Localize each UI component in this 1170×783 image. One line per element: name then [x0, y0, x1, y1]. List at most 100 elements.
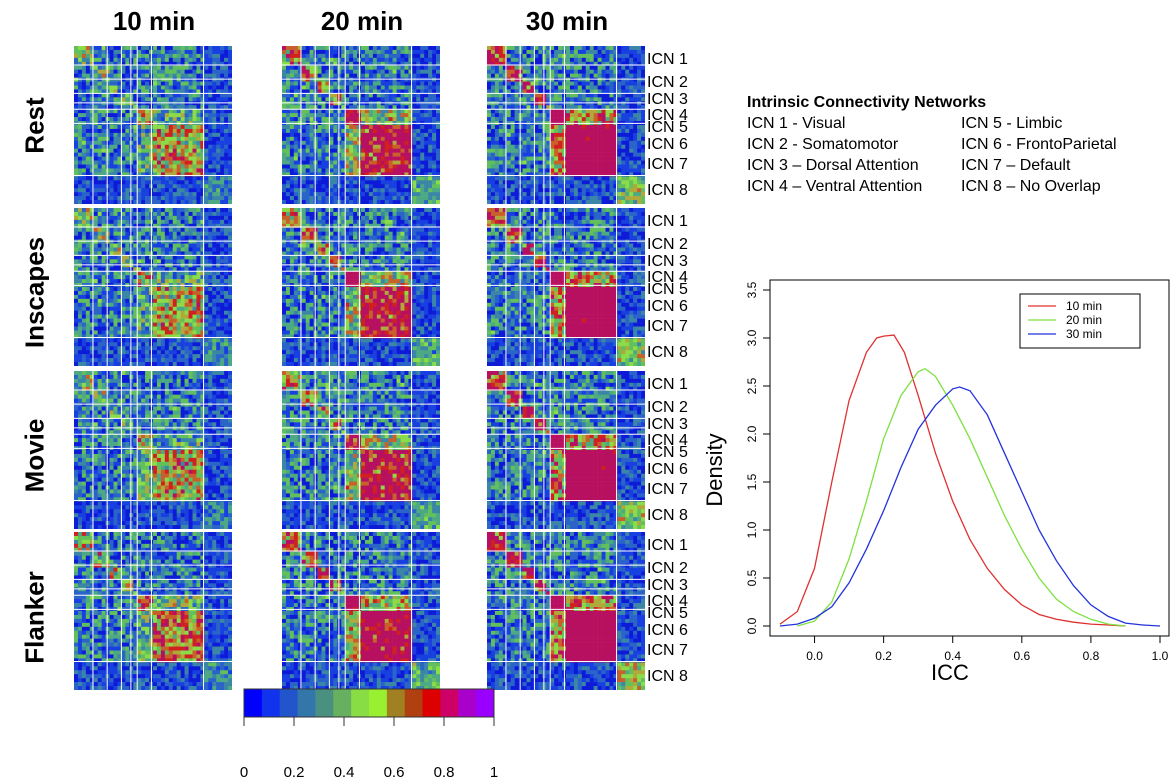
- connectivity-matrix: [74, 46, 232, 204]
- icn-label: ICN 8: [647, 344, 688, 361]
- network-legend-item: ICN 4 – Ventral Attention: [747, 178, 923, 195]
- icn-label: ICN 2: [647, 399, 688, 416]
- icn-label: ICN 5: [647, 119, 688, 136]
- icn-label: ICN 6: [647, 461, 688, 478]
- colorbar-swatch: [261, 689, 281, 717]
- y-tick-label: 2.5: [745, 377, 759, 394]
- y-tick-label: 3.0: [745, 329, 759, 346]
- icn-label: ICN 8: [647, 182, 688, 199]
- connectivity-matrix: [487, 208, 645, 366]
- icn-label: ICN 2: [647, 560, 688, 577]
- y-tick-label: 0.5: [745, 569, 759, 586]
- colorbar-tick-label: 0.2: [283, 764, 305, 781]
- colorbar-swatch: [244, 689, 263, 717]
- icn-label: ICN 8: [647, 507, 688, 524]
- connectivity-matrix: [282, 371, 440, 529]
- icn-label: ICN 3: [647, 91, 688, 108]
- icn-label: ICN 1: [647, 213, 688, 230]
- icn-label: ICN 5: [647, 281, 688, 298]
- network-legend: Intrinsic Connectivity Networks ICN 1 - …: [747, 92, 1161, 197]
- connectivity-matrix: [74, 532, 232, 690]
- colorbar-tick-label: 0.8: [433, 764, 455, 781]
- chart-legend-box: [1019, 293, 1141, 349]
- colorbar-swatch: [351, 689, 370, 717]
- network-legend-item: ICN 5 - Limbic: [961, 115, 1063, 132]
- connectivity-matrix: [487, 46, 645, 204]
- colorbar-tick-label: 1: [489, 764, 499, 781]
- icn-label: ICN 1: [647, 51, 688, 68]
- colorbar-swatch: [386, 689, 406, 717]
- colorbar-swatch: [333, 689, 352, 717]
- colorbar-swatch: [297, 689, 316, 717]
- connectivity-matrix: [282, 46, 440, 204]
- connectivity-matrix: [282, 532, 440, 690]
- icn-label: ICN 4: [647, 432, 688, 449]
- plot-frame: [769, 279, 1170, 637]
- y-tick-label: 3.5: [745, 281, 759, 298]
- icn-label: ICN 5: [647, 444, 688, 461]
- icn-label: ICN 8: [647, 668, 688, 685]
- legend-label: 30 min: [1066, 327, 1102, 341]
- x-tick-label: 0.0: [806, 649, 823, 663]
- network-legend-item: ICN 3 – Dorsal Attention: [747, 157, 919, 174]
- x-tick-label: 0.6: [1013, 649, 1030, 663]
- colorbar-swatch: [279, 689, 299, 717]
- icn-label: ICN 4: [647, 107, 688, 124]
- colorbar-swatch: [369, 689, 388, 717]
- density-chart: 0.0 0.2 0.4 0.6 0.8 1.0 0.0 0.5 1.0 1.5 2.0 2.5 3.0 3…: [702, 279, 1170, 685]
- icn-label: ICN 5: [647, 605, 688, 622]
- column-title-10min: 10 min: [112, 6, 196, 36]
- icn-label: ICN 7: [647, 481, 688, 498]
- y-tick-label: 1.5: [745, 473, 759, 490]
- density-line: [779, 334, 1126, 627]
- network-legend-item: ICN 2 - Somatomotor: [747, 136, 899, 153]
- colorbar-swatch: [458, 689, 477, 717]
- row-title-flanker: Flanker: [19, 571, 50, 664]
- icn-label: ICN 3: [647, 577, 688, 594]
- connectivity-matrix: [282, 208, 440, 366]
- icn-label: ICN 7: [647, 156, 688, 173]
- x-axis-label: ICC: [931, 660, 969, 685]
- colorbar-swatch: [422, 689, 441, 717]
- icn-label: ICN 1: [647, 537, 688, 554]
- icn-label: ICN 2: [647, 236, 688, 253]
- icn-label: ICN 7: [647, 318, 688, 335]
- network-legend-item: ICN 1 - Visual: [747, 115, 846, 132]
- row-title-movie: Movie: [19, 418, 50, 493]
- colorbar-swatch: [476, 689, 495, 717]
- icn-label: ICN 6: [647, 298, 688, 315]
- density-line: [797, 367, 1126, 627]
- colorbar: [243, 688, 495, 726]
- colorbar-swatch: [404, 689, 424, 717]
- x-tick-label: 0.8: [1083, 649, 1100, 663]
- legend-label: 20 min: [1066, 313, 1102, 327]
- connectivity-matrix: [74, 371, 232, 529]
- row-title-rest: Rest: [19, 97, 50, 154]
- colorbar-swatch: [315, 689, 334, 717]
- network-legend-title: Intrinsic Connectivity Networks: [747, 94, 987, 111]
- network-legend-item: ICN 7 – Default: [961, 157, 1071, 174]
- y-tick-label: 1.0: [745, 521, 759, 538]
- icn-label: ICN 2: [647, 74, 688, 91]
- icn-label: ICN 1: [647, 376, 688, 393]
- density-line: [779, 386, 1161, 627]
- x-tick-label: 0.4: [944, 649, 961, 663]
- connectivity-matrix: [487, 532, 645, 690]
- connectivity-matrix: [74, 208, 232, 366]
- icn-label: ICN 3: [647, 253, 688, 270]
- y-axis-label: Density: [702, 433, 727, 506]
- colorbar-tick-label: 0.4: [333, 764, 355, 781]
- legend-label: 10 min: [1066, 299, 1102, 313]
- column-title-20min: 20 min: [320, 6, 404, 36]
- network-legend-item: ICN 6 - FrontoParietal: [961, 136, 1117, 153]
- icn-label: ICN 4: [647, 593, 688, 610]
- icn-label: ICN 6: [647, 136, 688, 153]
- icn-label: ICN 7: [647, 642, 688, 659]
- y-tick-label: 2.0: [745, 425, 759, 442]
- icn-label: ICN 4: [647, 269, 688, 286]
- colorbar-tick-label: 0.6: [383, 764, 405, 781]
- icn-label: ICN 3: [647, 416, 688, 433]
- icn-label: ICN 6: [647, 622, 688, 639]
- x-tick-label: 1.0: [1152, 649, 1169, 663]
- row-title-inscapes: Inscapes: [19, 236, 50, 349]
